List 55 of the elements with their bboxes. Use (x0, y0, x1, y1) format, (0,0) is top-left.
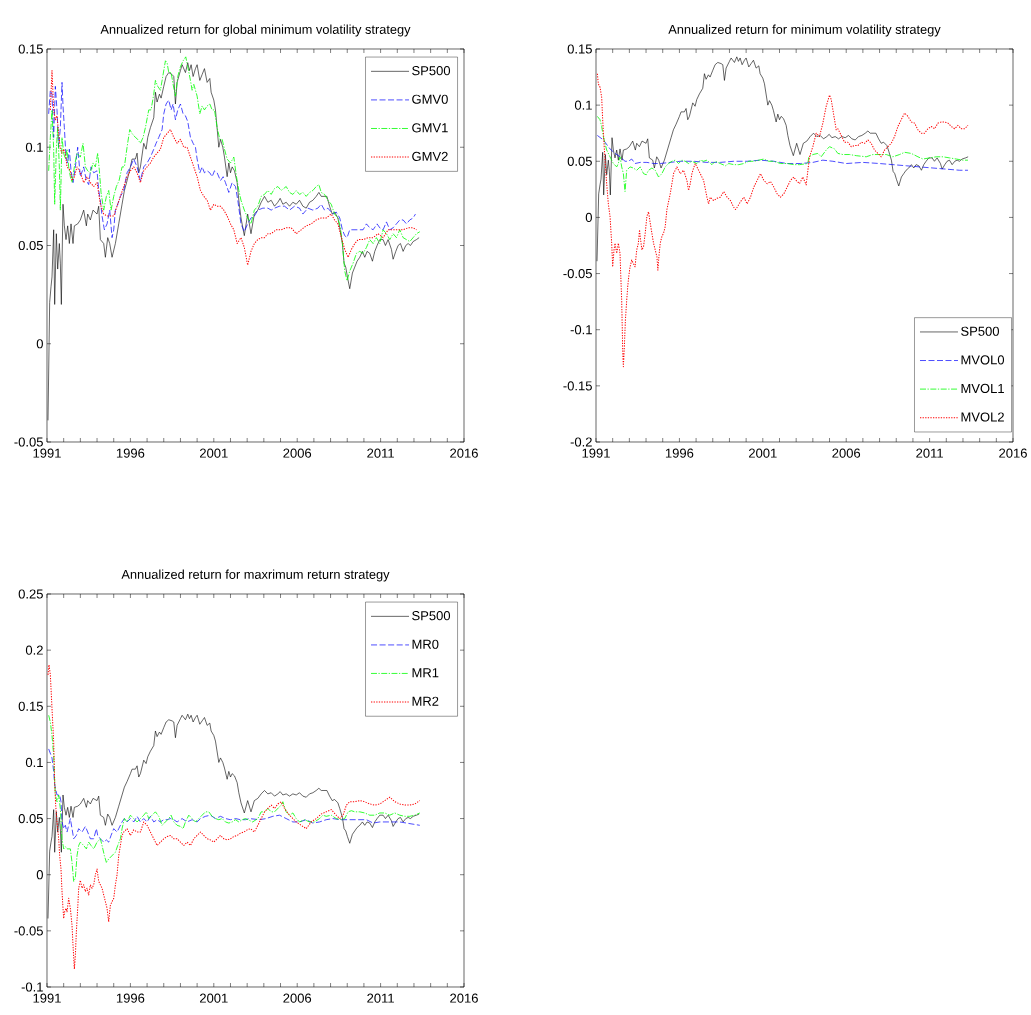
chart-title: Annualized return for minimum volatility strategy (668, 24, 941, 37)
x-tick-label: 2001 (200, 993, 228, 1003)
legend-label: MVOL1 (961, 383, 1004, 394)
y-tick-label: 0 (36, 339, 43, 349)
x-tick-label: 2011 (916, 448, 943, 458)
y-tick-label: -0.05 (563, 268, 592, 279)
x-tick-label: 1996 (116, 993, 145, 1003)
y-tick-label: 0.1 (25, 757, 43, 768)
x-tick-label: 2006 (283, 448, 312, 458)
x-tick-label: 1991 (33, 993, 61, 1003)
legend-label: MR0 (412, 639, 439, 649)
legend-label: GMV1 (412, 123, 448, 133)
x-tick-label: 2016 (450, 448, 478, 458)
y-tick-label: -0.2 (570, 437, 592, 447)
y-tick-label: 0.15 (567, 44, 592, 54)
legend-label: MR1 (412, 668, 439, 678)
y-tick-label: 0.1 (25, 142, 43, 152)
y-tick-label: -0.1 (21, 982, 43, 992)
x-tick-label: 1991 (582, 448, 610, 458)
x-tick-label: 2006 (283, 993, 312, 1003)
x-tick-label: 1991 (33, 448, 61, 458)
x-tick-label: 2016 (450, 993, 478, 1003)
y-tick-label: -0.05 (14, 437, 43, 447)
x-tick-label: 1996 (116, 448, 145, 458)
y-tick-label: 0.05 (18, 813, 43, 824)
y-tick-label: 0.15 (18, 44, 43, 54)
y-tick-label: 0 (36, 870, 43, 880)
line-series (596, 135, 969, 171)
legend-label: MVOL2 (961, 412, 1004, 422)
x-tick-label: 2011 (367, 448, 394, 458)
x-tick-label: 2011 (367, 993, 394, 1003)
legend-label: SP500 (412, 611, 451, 621)
x-tick-label: 2001 (200, 448, 228, 458)
x-tick-label: 2001 (749, 448, 777, 458)
x-tick-label: 2006 (832, 448, 861, 458)
x-tick-label: 1996 (665, 448, 694, 458)
y-tick-label: -0.15 (563, 381, 592, 391)
chart-title: Annualized return for global minimum volatility strategy (100, 24, 411, 37)
legend-label: SP500 (961, 326, 1000, 336)
legend-label: SP500 (412, 66, 451, 76)
y-tick-label: -0.05 (14, 926, 43, 936)
y-tick-label: -0.1 (570, 325, 592, 335)
legend-label: MVOL0 (961, 355, 1005, 365)
legend-label: GMV0 (412, 94, 448, 104)
y-tick-label: 0.15 (18, 701, 43, 711)
legend-label: MR2 (412, 696, 439, 706)
x-tick-label: 2016 (999, 448, 1027, 458)
chart-title: Annualized return for maxrimum return strategy (121, 569, 390, 582)
y-tick-label: 0.2 (25, 645, 43, 655)
y-tick-label: 0.05 (18, 240, 43, 251)
y-tick-label: 0.1 (574, 100, 592, 110)
legend-label: GMV2 (412, 151, 448, 161)
y-tick-label: 0.05 (567, 156, 592, 166)
y-tick-label: 0 (585, 212, 592, 223)
y-tick-label: 0.25 (18, 589, 43, 599)
